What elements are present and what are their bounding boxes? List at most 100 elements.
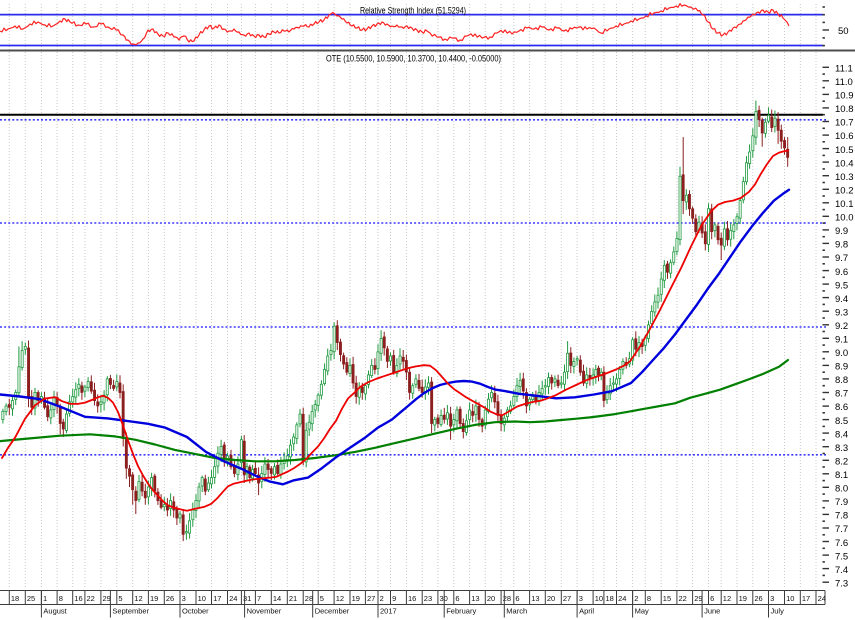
svg-text:8.8: 8.8 <box>835 375 848 386</box>
svg-text:3: 3 <box>579 594 583 603</box>
svg-text:9.9: 9.9 <box>835 226 848 237</box>
svg-text:28: 28 <box>305 594 313 603</box>
svg-text:29: 29 <box>103 594 111 603</box>
svg-text:8.0: 8.0 <box>835 484 848 495</box>
svg-text:19: 19 <box>352 594 360 603</box>
svg-text:7.8: 7.8 <box>835 511 848 522</box>
svg-text:13: 13 <box>471 594 479 603</box>
svg-text:5: 5 <box>118 594 122 603</box>
svg-text:April: April <box>579 607 594 616</box>
svg-text:10.6: 10.6 <box>835 131 854 142</box>
svg-text:15: 15 <box>663 594 671 603</box>
svg-text:10.5: 10.5 <box>835 145 854 156</box>
svg-text:9.3: 9.3 <box>835 307 848 318</box>
svg-text:7.6: 7.6 <box>835 538 848 549</box>
svg-text:May: May <box>635 607 649 616</box>
svg-text:24: 24 <box>818 594 826 603</box>
svg-text:11.1: 11.1 <box>835 64 853 75</box>
svg-text:17: 17 <box>213 594 221 603</box>
svg-text:12: 12 <box>723 594 731 603</box>
svg-text:17: 17 <box>802 594 810 603</box>
svg-text:6: 6 <box>710 594 714 603</box>
svg-text:20: 20 <box>547 594 555 603</box>
svg-text:8.4: 8.4 <box>835 429 848 440</box>
svg-text:24: 24 <box>229 594 237 603</box>
svg-text:9.1: 9.1 <box>835 335 848 346</box>
svg-text:8.2: 8.2 <box>835 457 848 468</box>
svg-text:Relative Strength Index (51.52: Relative Strength Index (51.5294) <box>360 6 466 16</box>
svg-text:9: 9 <box>392 594 396 603</box>
svg-text:13: 13 <box>531 594 539 603</box>
svg-text:10.3: 10.3 <box>835 172 854 183</box>
svg-text:2: 2 <box>380 594 384 603</box>
svg-text:26: 26 <box>754 594 762 603</box>
svg-text:10.1: 10.1 <box>835 199 854 210</box>
svg-text:2017: 2017 <box>380 607 397 616</box>
svg-text:9.0: 9.0 <box>835 348 848 359</box>
svg-text:21: 21 <box>289 594 297 603</box>
svg-text:5: 5 <box>320 594 324 603</box>
svg-text:9.7: 9.7 <box>835 253 848 264</box>
svg-text:8.5: 8.5 <box>835 416 848 427</box>
svg-text:6: 6 <box>515 594 519 603</box>
svg-text:26: 26 <box>166 594 174 603</box>
svg-text:8: 8 <box>647 594 651 603</box>
svg-text:20: 20 <box>487 594 495 603</box>
svg-text:11.0: 11.0 <box>835 77 853 88</box>
svg-text:31: 31 <box>243 594 251 603</box>
svg-text:29: 29 <box>694 594 702 603</box>
svg-text:16: 16 <box>408 594 416 603</box>
svg-text:18: 18 <box>11 594 19 603</box>
svg-text:16: 16 <box>74 594 82 603</box>
svg-text:25: 25 <box>27 594 35 603</box>
svg-text:9.2: 9.2 <box>835 321 848 332</box>
svg-text:August: August <box>43 607 67 616</box>
svg-text:10: 10 <box>595 594 603 603</box>
svg-text:10: 10 <box>786 594 794 603</box>
svg-text:8: 8 <box>59 594 63 603</box>
svg-text:12: 12 <box>134 594 142 603</box>
svg-text:December: December <box>315 607 350 616</box>
svg-text:10.9: 10.9 <box>835 91 854 102</box>
svg-text:3: 3 <box>182 594 186 603</box>
svg-text:18: 18 <box>606 594 614 603</box>
svg-text:November: November <box>247 607 282 616</box>
svg-text:June: June <box>704 607 720 616</box>
svg-text:12: 12 <box>336 594 344 603</box>
svg-text:8.9: 8.9 <box>835 362 848 373</box>
svg-text:6: 6 <box>455 594 459 603</box>
svg-text:OTE (10.5500, 10.5900, 10.3700: OTE (10.5500, 10.5900, 10.3700, 10.4400,… <box>326 54 501 64</box>
svg-text:24: 24 <box>618 594 626 603</box>
svg-text:27: 27 <box>563 594 571 603</box>
svg-text:10.0: 10.0 <box>835 213 854 224</box>
svg-text:February: February <box>446 607 476 616</box>
svg-text:23: 23 <box>424 594 432 603</box>
svg-text:10: 10 <box>198 594 206 603</box>
svg-text:9.8: 9.8 <box>835 240 848 251</box>
svg-text:9.4: 9.4 <box>835 294 848 305</box>
svg-text:7.4: 7.4 <box>835 565 848 576</box>
svg-text:22: 22 <box>679 594 687 603</box>
svg-text:7.5: 7.5 <box>835 551 848 562</box>
svg-text:3: 3 <box>770 594 774 603</box>
svg-text:1: 1 <box>43 594 47 603</box>
svg-text:March: March <box>506 607 527 616</box>
svg-text:50: 50 <box>838 26 849 37</box>
svg-text:28: 28 <box>503 594 511 603</box>
svg-text:10.8: 10.8 <box>835 104 854 115</box>
svg-text:8.6: 8.6 <box>835 402 848 413</box>
svg-text:10.7: 10.7 <box>835 118 854 129</box>
svg-text:8.3: 8.3 <box>835 443 848 454</box>
svg-text:30: 30 <box>440 594 448 603</box>
svg-text:July: July <box>771 607 785 616</box>
svg-text:October: October <box>182 607 209 616</box>
svg-text:2: 2 <box>634 594 638 603</box>
svg-text:9.6: 9.6 <box>835 267 848 278</box>
svg-text:7.3: 7.3 <box>835 578 848 589</box>
svg-text:10.2: 10.2 <box>835 186 854 197</box>
svg-text:22: 22 <box>87 594 95 603</box>
svg-text:27: 27 <box>367 594 375 603</box>
svg-text:8.1: 8.1 <box>835 470 848 481</box>
svg-text:19: 19 <box>739 594 747 603</box>
svg-text:14: 14 <box>273 594 281 603</box>
